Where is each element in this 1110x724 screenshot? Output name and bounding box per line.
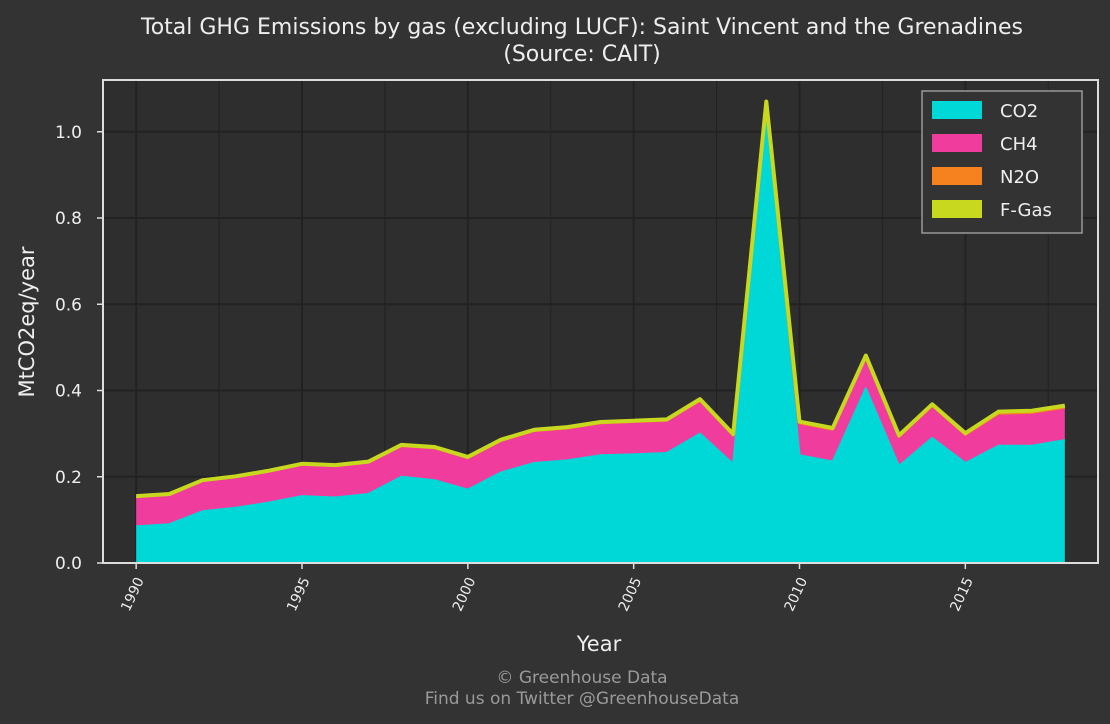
footer-twitter: Find us on Twitter @GreenhouseData bbox=[425, 689, 740, 709]
line-co2 bbox=[136, 122, 1065, 528]
legend: CO2 CH4 N2O F-Gas bbox=[921, 90, 1083, 234]
legend-swatch-n2o bbox=[932, 167, 982, 185]
chart-title-line2: (Source: CAIT) bbox=[503, 42, 660, 67]
y-tick-label-2: 0.4 bbox=[55, 382, 82, 402]
x-tick-label-5: 2015 bbox=[947, 575, 977, 614]
y-tick-label-5: 1.0 bbox=[55, 123, 82, 143]
x-axis-label: Year bbox=[576, 632, 622, 656]
y-axis-label: MtCO2eq/year bbox=[15, 246, 39, 397]
y-tick-label-3: 0.6 bbox=[55, 295, 82, 315]
area-co2 bbox=[136, 123, 1065, 563]
y-tick-label-1: 0.2 bbox=[55, 468, 82, 488]
y-tick-label-0: 0.0 bbox=[55, 554, 82, 574]
area-ch4 bbox=[136, 104, 1065, 527]
plot-frame bbox=[102, 79, 1099, 564]
line-f-gas bbox=[136, 99, 1066, 499]
footer-copyright: © Greenhouse Data bbox=[496, 668, 667, 688]
x-tick-label-1: 1995 bbox=[284, 575, 314, 614]
legend-label-co2: CO2 bbox=[1000, 101, 1038, 122]
legend-label-n2o: N2O bbox=[1000, 167, 1039, 188]
y-tick-label-4: 0.8 bbox=[55, 209, 82, 229]
y-axis-ticks: 0.0 0.2 0.4 0.6 0.8 1.0 bbox=[55, 123, 103, 574]
legend-swatch-ch4 bbox=[932, 134, 982, 152]
x-tick-label-2: 2000 bbox=[450, 575, 480, 614]
x-tick-label-3: 2005 bbox=[616, 575, 646, 614]
x-axis-ticks: 1990 1995 2000 2005 2010 2015 bbox=[118, 563, 977, 614]
legend-swatch-co2 bbox=[932, 101, 982, 119]
legend-label-ch4: CH4 bbox=[1000, 134, 1038, 155]
x-tick-label-0: 1990 bbox=[118, 575, 148, 614]
x-tick-label-4: 2010 bbox=[782, 575, 812, 614]
stacked-areas bbox=[136, 99, 1066, 563]
chart-title-line1: Total GHG Emissions by gas (excluding LU… bbox=[140, 15, 1023, 40]
legend-label-f-gas: F-Gas bbox=[1000, 200, 1052, 221]
legend-swatch-f-gas bbox=[932, 200, 982, 218]
